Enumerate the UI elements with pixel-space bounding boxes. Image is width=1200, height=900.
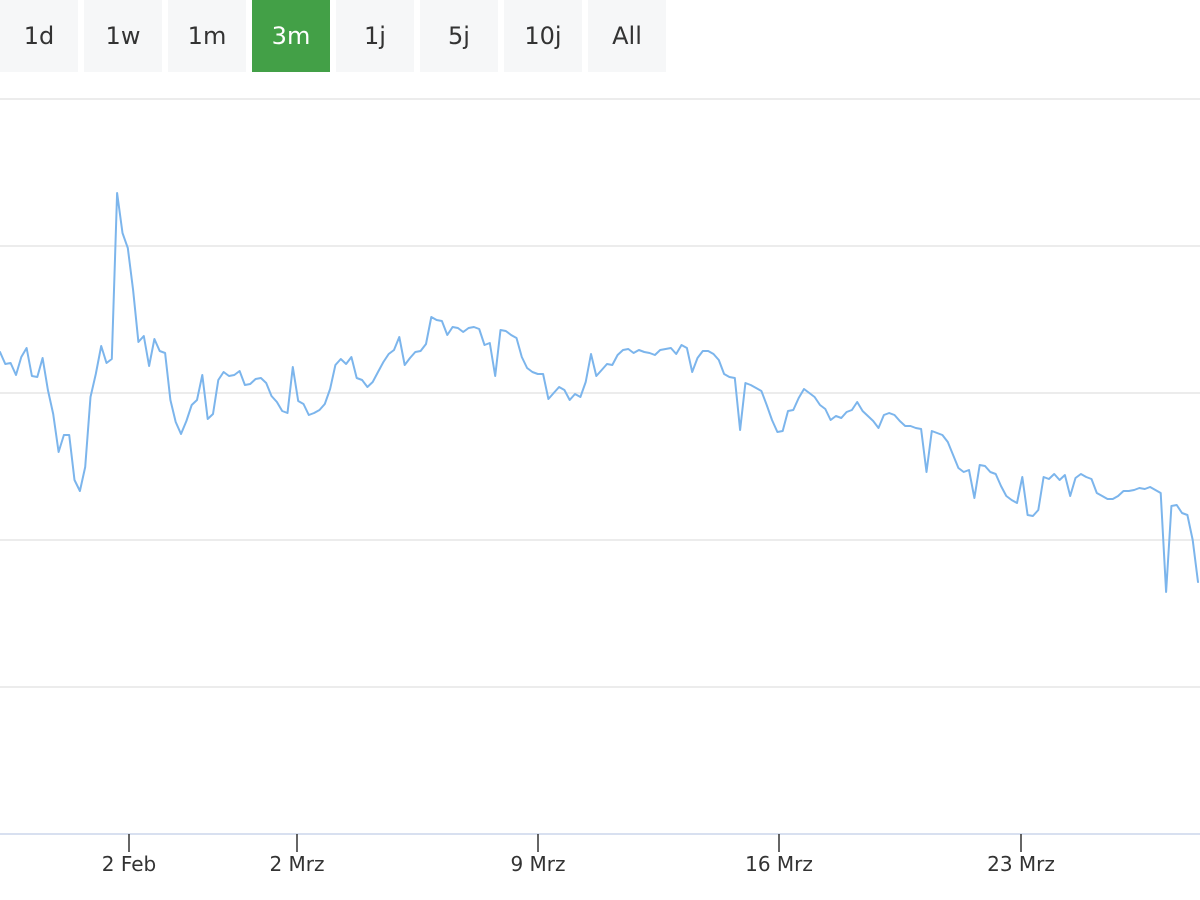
range-button-1d[interactable]: 1d xyxy=(0,0,78,72)
gridlines xyxy=(0,98,1200,688)
x-tick: 2 Mrz xyxy=(269,834,325,876)
range-button-all[interactable]: All xyxy=(588,0,666,72)
x-tick-label: 23 Mrz xyxy=(987,852,1055,876)
range-selector: 1d 1w 1m 3m 1j 5j 10j All xyxy=(0,0,666,72)
range-button-3m[interactable]: 3m xyxy=(252,0,330,72)
x-tick-label: 16 Mrz xyxy=(745,852,813,876)
x-tick-label: 9 Mrz xyxy=(510,852,565,876)
x-tick: 16 Mrz xyxy=(745,834,813,876)
range-button-5j[interactable]: 5j xyxy=(420,0,498,72)
series-group xyxy=(0,192,1199,593)
x-tick-label: 2 Feb xyxy=(102,852,157,876)
series-line xyxy=(0,192,1199,593)
range-button-10j[interactable]: 10j xyxy=(504,0,582,72)
x-tick-label: 2 Mrz xyxy=(269,852,324,876)
x-axis: 2 Feb 2 Mrz 9 Mrz 16 Mrz 23 Mrz xyxy=(0,833,1200,876)
x-tick: 2 Feb xyxy=(102,834,157,876)
range-button-1j[interactable]: 1j xyxy=(336,0,414,72)
x-tick: 23 Mrz xyxy=(987,834,1055,876)
range-button-1m[interactable]: 1m xyxy=(168,0,246,72)
x-tick: 9 Mrz xyxy=(510,834,566,876)
range-button-1w[interactable]: 1w xyxy=(84,0,162,72)
